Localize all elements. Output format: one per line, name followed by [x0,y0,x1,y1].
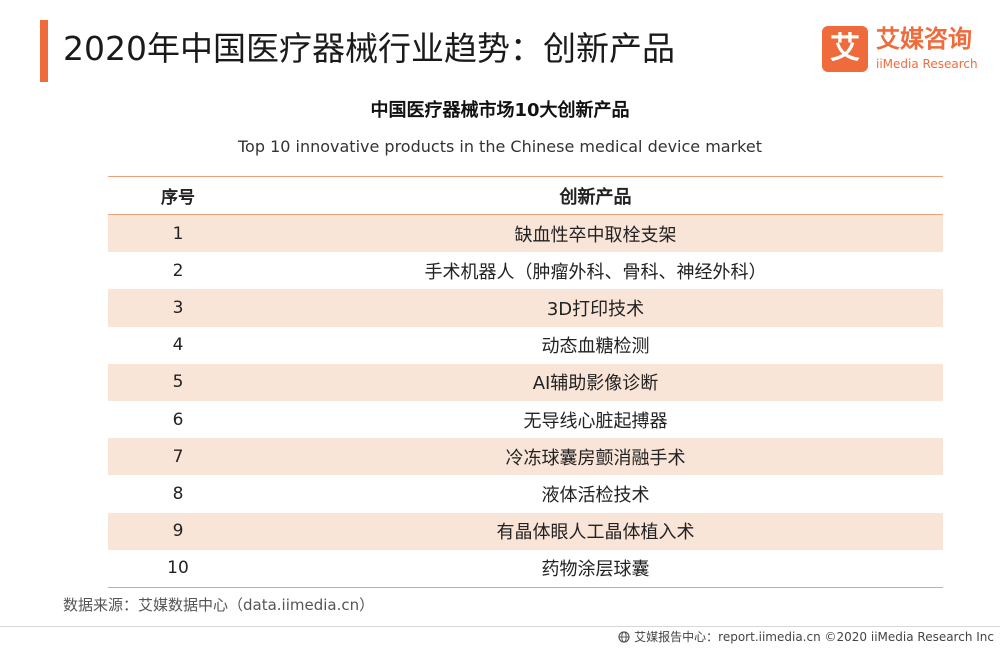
table-header-row: 序号 创新产品 [108,177,943,215]
row-product: 药物涂层球囊 [541,559,650,581]
logo-name-cn: 艾媒咨询 [876,25,972,53]
row-number: 10 [167,558,189,579]
row-number: 7 [172,446,184,467]
products-table: 序号 创新产品 1 缺血性卒中取栓支架 2 手术机器人（肿瘤外科、骨科、神经外科… [108,176,943,588]
row-number: 3 [172,297,184,318]
column-header-number: 序号 [161,188,195,208]
table-row: 9 有晶体眼人工晶体植入术 [108,512,943,550]
table-row: 10 药物涂层球囊 [108,550,943,587]
logo-name-en: iiMedia Research [876,57,978,71]
row-product: 动态血糖检测 [541,336,650,358]
table-row: 2 手术机器人（肿瘤外科、骨科、神经外科） [108,252,943,289]
row-product: 无导线心脏起搏器 [523,410,668,432]
table-row: 8 液体活检技术 [108,475,943,512]
data-source-note: 数据来源：艾媒数据中心（data.iimedia.cn） [63,596,375,614]
footer: 艾媒报告中心：report.iimedia.cn ©2020 iiMedia R… [618,628,994,646]
row-number: 4 [172,335,184,356]
iimedia-logo: 艾 艾媒咨询 iiMedia Research [822,24,982,78]
table-row: 1 缺血性卒中取栓支架 [108,215,943,253]
table-subtitle: Top 10 innovative products in the Chines… [237,137,762,156]
footer-divider [0,626,1000,627]
logo-mark-icon: 艾 [822,26,868,72]
row-number: 1 [172,223,184,244]
row-number: 8 [172,483,184,504]
row-product: 冷冻球囊房颤消融手术 [505,447,686,469]
row-product: 3D打印技术 [546,298,645,320]
row-product: AI辅助影像诊断 [532,373,659,395]
row-product: 液体活检技术 [541,484,650,506]
table-row: 3 3D打印技术 [108,289,943,327]
row-number: 6 [172,409,184,430]
table-row: 7 冷冻球囊房颤消融手术 [108,438,943,476]
row-number: 5 [172,372,184,393]
table-row: 5 AI辅助影像诊断 [108,363,943,401]
table-row: 6 无导线心脏起搏器 [108,401,943,438]
title-accent-bar [40,20,48,82]
row-product: 有晶体眼人工晶体植入术 [496,522,695,544]
column-header-product: 创新产品 [559,186,632,208]
globe-icon [618,631,630,643]
row-product: 缺血性卒中取栓支架 [514,224,677,246]
row-number: 9 [172,521,184,542]
footer-text: 艾媒报告中心：report.iimedia.cn ©2020 iiMedia R… [634,630,994,644]
row-product: 手术机器人（肿瘤外科、骨科、神经外科） [424,261,767,283]
page-title: 2020年中国医疗器械行业趋势：创新产品 [63,29,675,68]
row-number: 2 [172,260,184,281]
table-title: 中国医疗器械市场10大创新产品 [370,100,630,121]
table-row: 4 动态血糖检测 [108,327,943,364]
